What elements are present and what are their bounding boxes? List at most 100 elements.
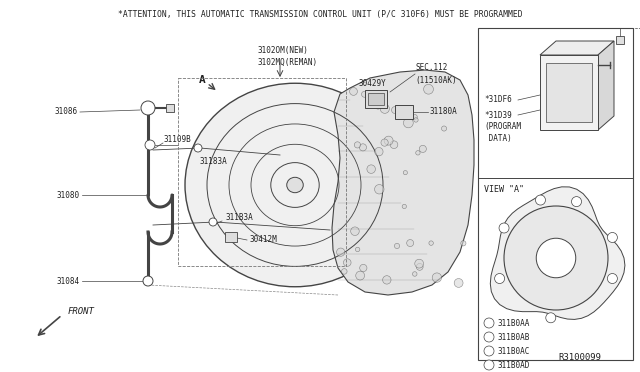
Circle shape: [607, 232, 618, 243]
Circle shape: [374, 147, 383, 156]
Circle shape: [484, 360, 494, 370]
Circle shape: [572, 197, 582, 206]
Circle shape: [381, 139, 388, 146]
Text: *31D39: *31D39: [484, 110, 512, 119]
Polygon shape: [540, 41, 614, 55]
Circle shape: [406, 240, 413, 247]
Circle shape: [484, 332, 494, 342]
Text: E: E: [539, 198, 542, 202]
Text: 31086: 31086: [55, 108, 78, 116]
Text: 30412M: 30412M: [250, 235, 278, 244]
Text: C: C: [488, 349, 490, 353]
Text: D: D: [488, 362, 490, 368]
Text: 311B3A: 311B3A: [225, 214, 253, 222]
Text: DATA): DATA): [484, 135, 512, 144]
Circle shape: [432, 273, 442, 282]
Circle shape: [362, 91, 367, 97]
Circle shape: [374, 185, 384, 194]
Text: C: C: [502, 225, 506, 231]
Ellipse shape: [287, 177, 303, 193]
Circle shape: [495, 273, 504, 283]
Circle shape: [349, 87, 357, 95]
Circle shape: [536, 195, 545, 205]
Circle shape: [419, 145, 426, 153]
Circle shape: [394, 243, 399, 248]
Text: *31DF6: *31DF6: [484, 96, 512, 105]
Circle shape: [359, 144, 367, 151]
Circle shape: [403, 171, 408, 175]
Circle shape: [365, 98, 371, 104]
Circle shape: [380, 104, 389, 113]
Polygon shape: [332, 70, 474, 295]
Text: B: B: [549, 315, 552, 320]
Text: A: A: [488, 321, 490, 326]
Circle shape: [351, 227, 359, 235]
Text: 311B0AB: 311B0AB: [498, 333, 531, 341]
Text: B: B: [488, 334, 490, 340]
Bar: [368, 93, 384, 105]
Circle shape: [412, 272, 417, 276]
Circle shape: [342, 269, 347, 274]
Circle shape: [194, 144, 202, 152]
Circle shape: [374, 101, 382, 109]
Text: 31109B: 31109B: [163, 135, 191, 144]
Text: VIEW "A": VIEW "A": [484, 186, 524, 195]
Circle shape: [384, 136, 393, 145]
Text: 31080: 31080: [57, 190, 80, 199]
Bar: [365, 90, 387, 108]
Bar: [225, 232, 237, 242]
Bar: [395, 105, 413, 119]
Text: 31180A: 31180A: [430, 108, 458, 116]
Circle shape: [504, 206, 608, 310]
Text: R3100099: R3100099: [559, 353, 602, 362]
Circle shape: [454, 279, 463, 288]
Text: SEC.112: SEC.112: [415, 64, 447, 73]
Text: E: E: [575, 199, 578, 204]
Text: A: A: [611, 235, 614, 240]
Bar: [178, 78, 346, 266]
Circle shape: [367, 165, 376, 173]
Circle shape: [412, 115, 417, 119]
Circle shape: [355, 142, 360, 148]
Circle shape: [484, 346, 494, 356]
Circle shape: [416, 263, 423, 270]
Circle shape: [209, 218, 217, 226]
Circle shape: [145, 140, 155, 150]
Circle shape: [415, 259, 424, 268]
Bar: [540, 55, 598, 130]
Bar: [166, 104, 174, 112]
Circle shape: [360, 264, 367, 272]
Text: 30429Y: 30429Y: [358, 78, 386, 87]
Circle shape: [607, 273, 618, 283]
Bar: [616, 36, 624, 44]
Circle shape: [356, 271, 365, 280]
Circle shape: [484, 318, 494, 328]
Circle shape: [337, 248, 345, 256]
Circle shape: [499, 223, 509, 233]
Text: 31183A: 31183A: [200, 157, 228, 167]
Bar: [478, 28, 633, 360]
Text: 311B0AC: 311B0AC: [498, 346, 531, 356]
Text: (11510AK): (11510AK): [415, 76, 456, 84]
Circle shape: [536, 238, 576, 278]
Text: E: E: [498, 276, 501, 281]
Polygon shape: [598, 41, 614, 130]
Circle shape: [392, 106, 399, 113]
Text: D: D: [611, 276, 614, 281]
Circle shape: [403, 118, 413, 128]
Text: A: A: [198, 75, 205, 85]
Circle shape: [390, 141, 398, 148]
Circle shape: [402, 204, 406, 209]
Text: 311B0AD: 311B0AD: [498, 360, 531, 369]
Ellipse shape: [185, 83, 405, 287]
Text: 311B0AA: 311B0AA: [498, 318, 531, 327]
Circle shape: [141, 101, 155, 115]
Text: 3102OM(NEW): 3102OM(NEW): [258, 45, 309, 55]
Circle shape: [413, 118, 418, 122]
Text: 3102MQ(REMAN): 3102MQ(REMAN): [258, 58, 318, 67]
Circle shape: [344, 259, 351, 266]
Circle shape: [429, 241, 433, 245]
Circle shape: [143, 276, 153, 286]
Text: 31084: 31084: [57, 276, 80, 285]
Circle shape: [442, 126, 447, 131]
